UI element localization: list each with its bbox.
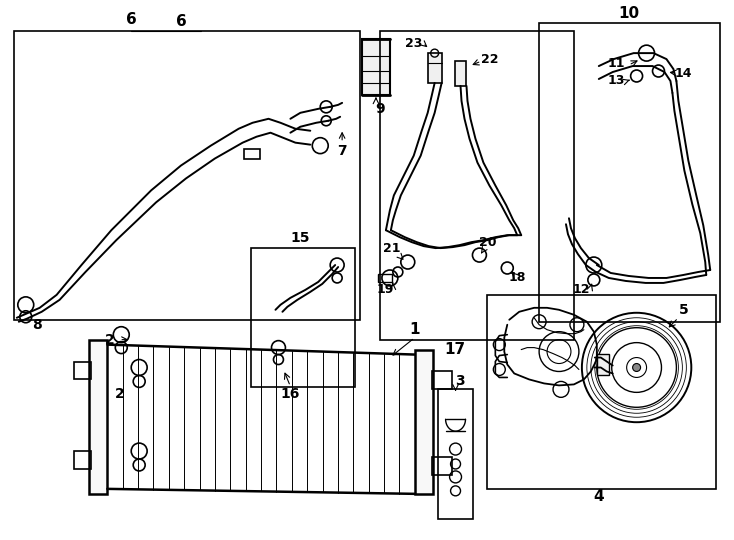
Bar bbox=[90, 340, 107, 494]
Text: 7: 7 bbox=[338, 144, 347, 158]
Text: 14: 14 bbox=[675, 66, 692, 79]
Text: 1: 1 bbox=[410, 322, 420, 337]
Bar bbox=[415, 349, 432, 494]
Bar bbox=[14, 31, 360, 320]
Text: 5: 5 bbox=[678, 303, 688, 317]
Text: 8: 8 bbox=[32, 318, 42, 332]
Bar bbox=[244, 148, 260, 159]
Circle shape bbox=[633, 363, 641, 372]
Text: 2: 2 bbox=[104, 333, 115, 347]
Bar bbox=[428, 53, 442, 83]
Text: 23: 23 bbox=[405, 37, 423, 50]
Text: 10: 10 bbox=[618, 6, 639, 21]
Bar bbox=[362, 39, 390, 95]
Text: 21: 21 bbox=[383, 241, 401, 255]
Bar bbox=[432, 372, 451, 389]
Text: 3: 3 bbox=[454, 374, 465, 388]
Bar bbox=[454, 61, 467, 86]
Text: 22: 22 bbox=[481, 52, 498, 65]
Bar bbox=[487, 295, 716, 489]
Bar bbox=[250, 248, 355, 387]
Bar bbox=[73, 451, 92, 469]
Text: 11: 11 bbox=[608, 57, 625, 70]
Text: 2: 2 bbox=[115, 387, 124, 401]
Text: 6: 6 bbox=[126, 12, 137, 27]
Text: 17: 17 bbox=[444, 342, 465, 357]
Text: 18: 18 bbox=[509, 272, 526, 285]
Bar bbox=[597, 354, 608, 375]
Bar bbox=[432, 457, 451, 475]
Bar bbox=[539, 23, 720, 322]
Bar bbox=[437, 389, 473, 519]
Text: 9: 9 bbox=[375, 102, 385, 116]
Text: 13: 13 bbox=[608, 75, 625, 87]
Bar bbox=[380, 31, 574, 340]
Text: 16: 16 bbox=[280, 387, 300, 401]
Text: 12: 12 bbox=[572, 284, 589, 296]
Text: 6: 6 bbox=[175, 14, 186, 29]
Text: 15: 15 bbox=[291, 231, 310, 245]
Text: 19: 19 bbox=[377, 284, 393, 296]
Bar bbox=[378, 274, 392, 282]
Bar bbox=[73, 361, 92, 380]
Text: 4: 4 bbox=[594, 489, 604, 504]
Text: 20: 20 bbox=[479, 235, 496, 248]
